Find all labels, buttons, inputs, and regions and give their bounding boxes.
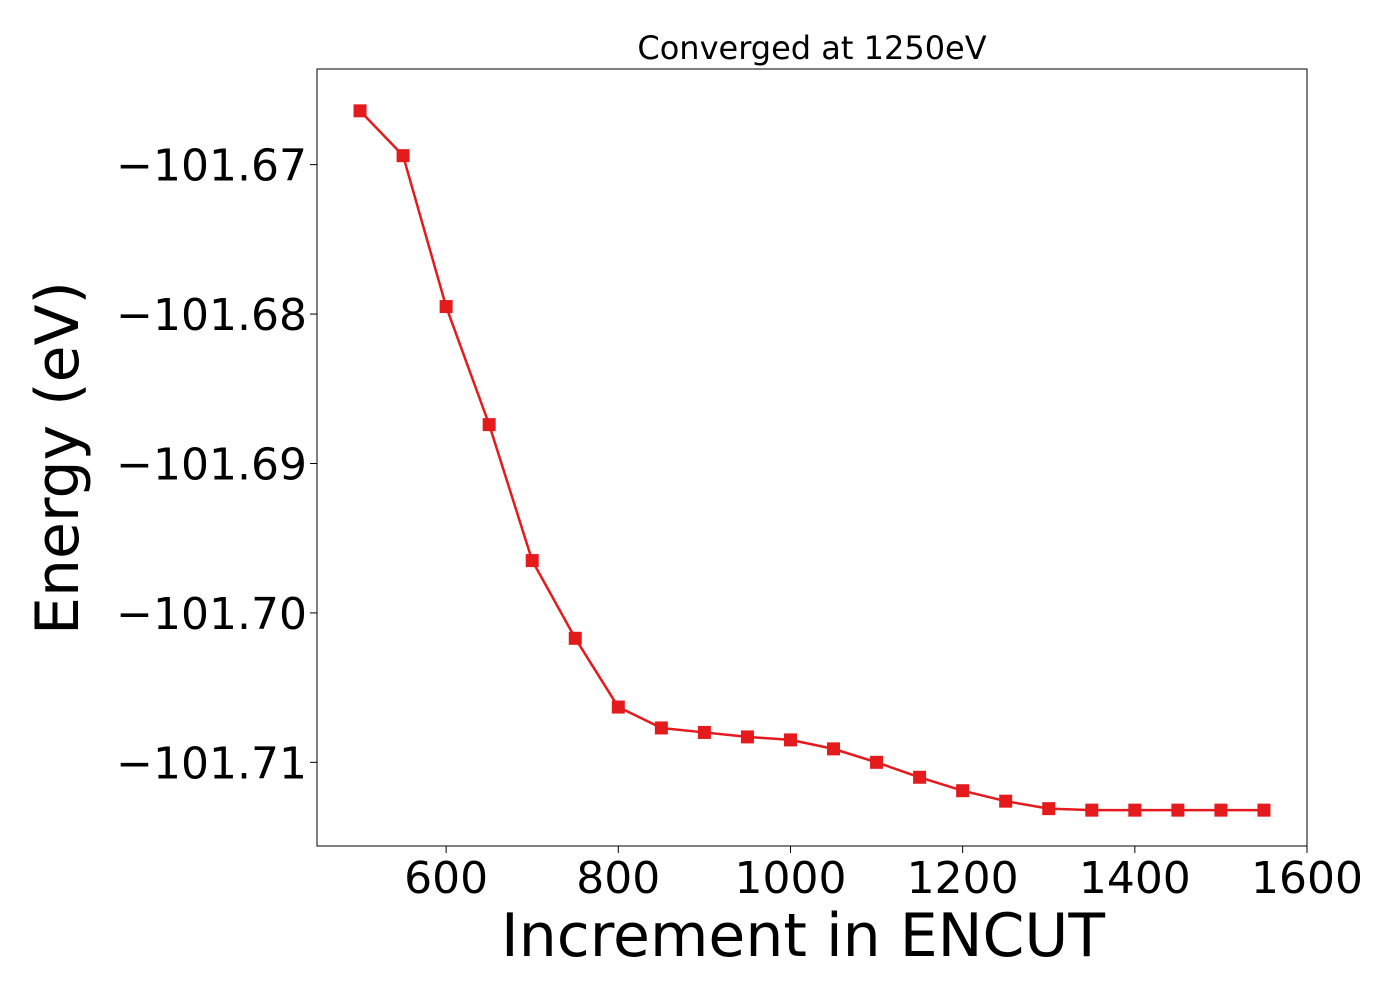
x-tick-label: 1400 [1079,853,1191,904]
data-point-marker [1257,803,1271,817]
data-point-marker [396,149,410,163]
data-point-marker [1042,802,1056,816]
y-axis: −101.67 −101.68 −101.69 −101.70 −101.71 [116,141,317,789]
y-tick-label: −101.69 [116,439,307,490]
data-point-marker [783,733,797,747]
x-axis-label: Increment in ENCUT [501,901,1105,971]
data-point-marker [870,755,884,769]
series-layer [353,104,1271,817]
data-point-marker [740,730,754,744]
data-point-marker [913,770,927,784]
x-tick-label: 1600 [1251,853,1363,904]
data-point-marker [1214,803,1228,817]
y-tick-label: −101.70 [116,589,307,640]
data-point-marker [611,700,625,714]
plot-area [316,68,1308,847]
x-tick-label: 600 [404,853,488,904]
data-point-marker [482,418,496,432]
y-tick-label: −101.71 [116,738,307,789]
data-point-marker [568,631,582,645]
x-tick-label: 1000 [734,853,846,904]
y-tick-label: −101.68 [116,290,307,341]
y-tick-label: −101.67 [116,141,307,192]
x-axis: 600 800 1000 1200 1400 1600 [404,846,1363,904]
data-point-marker [353,104,367,118]
data-point-marker [1171,803,1185,817]
data-point-marker [525,554,539,568]
y-axis-label: Energy (eV) [23,281,93,635]
data-point-marker [827,742,841,756]
data-point-marker [654,721,668,735]
x-tick-label: 1200 [907,853,1019,904]
data-point-marker [1128,803,1142,817]
series-line [359,109,1264,812]
chart-title: Converged at 1250eV [637,29,986,67]
data-point-marker [439,300,453,314]
data-point-marker [999,794,1013,808]
data-point-marker [697,725,711,739]
data-point-marker [956,784,970,798]
x-tick-label: 800 [576,853,660,904]
data-point-marker [1085,803,1099,817]
